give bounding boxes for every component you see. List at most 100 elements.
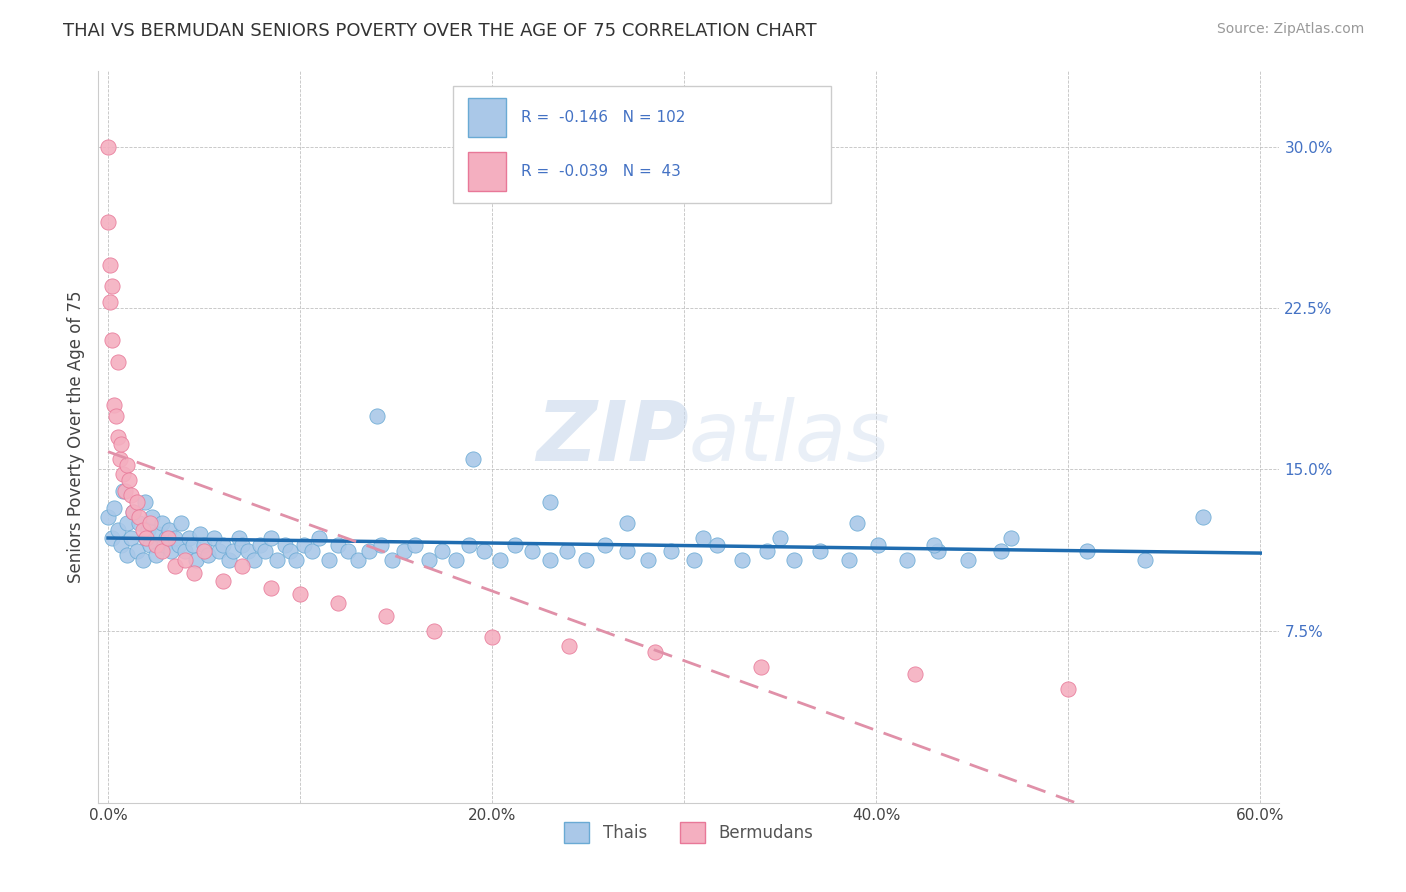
Y-axis label: Seniors Poverty Over the Age of 75: Seniors Poverty Over the Age of 75 — [66, 291, 84, 583]
Point — [228, 531, 250, 545]
Point — [404, 538, 426, 552]
Point — [558, 639, 581, 653]
Point — [292, 538, 315, 552]
Point — [155, 531, 177, 545]
Point — [266, 552, 288, 566]
Point — [927, 544, 949, 558]
Point — [418, 552, 440, 566]
Point — [134, 494, 156, 508]
Point — [1133, 552, 1156, 566]
Point — [141, 509, 163, 524]
Point — [115, 549, 138, 563]
Point — [118, 473, 141, 487]
Point — [238, 544, 260, 558]
Point — [138, 523, 160, 537]
Point — [103, 398, 125, 412]
Point — [328, 596, 350, 610]
Point — [423, 624, 446, 638]
Point — [990, 544, 1012, 558]
Point — [318, 552, 340, 566]
Point — [231, 559, 253, 574]
Point — [474, 544, 496, 558]
Point — [125, 494, 148, 508]
Point — [152, 538, 174, 552]
Point — [375, 608, 398, 623]
Point — [170, 516, 193, 530]
Text: ZIP: ZIP — [536, 397, 689, 477]
Point — [181, 538, 204, 552]
Point — [782, 552, 804, 566]
Point — [208, 544, 231, 558]
Point — [731, 552, 754, 566]
Point — [260, 531, 283, 545]
Point — [146, 527, 169, 541]
Point — [167, 538, 190, 552]
Point — [165, 559, 187, 574]
Point — [193, 544, 215, 558]
Point — [458, 538, 481, 552]
Point — [98, 258, 121, 272]
Point — [575, 552, 598, 566]
Point — [222, 544, 245, 558]
Point — [838, 552, 860, 566]
Point — [1057, 681, 1080, 696]
Point — [122, 505, 145, 519]
Point — [103, 501, 125, 516]
Point — [97, 509, 120, 524]
Point — [769, 531, 792, 545]
Point — [197, 549, 219, 563]
Point — [659, 544, 682, 558]
Point — [107, 523, 129, 537]
Point — [177, 531, 200, 545]
Point — [108, 451, 131, 466]
Point — [273, 538, 295, 552]
Point — [173, 552, 195, 566]
Point — [188, 527, 211, 541]
Point — [868, 538, 890, 552]
Point — [115, 516, 138, 530]
Point — [755, 544, 778, 558]
Point — [346, 552, 368, 566]
Point — [538, 552, 561, 566]
Point — [193, 538, 215, 552]
Text: atlas: atlas — [689, 397, 890, 477]
Point — [392, 544, 415, 558]
Point — [644, 645, 666, 659]
Point — [218, 552, 240, 566]
Point — [110, 538, 132, 552]
Point — [202, 531, 225, 545]
Point — [243, 552, 266, 566]
Point — [381, 552, 404, 566]
Point — [249, 538, 271, 552]
Point — [104, 409, 127, 423]
Point — [156, 531, 179, 545]
Point — [896, 552, 918, 566]
Point — [131, 552, 153, 566]
Point — [97, 139, 120, 153]
Point — [260, 581, 283, 595]
Point — [115, 458, 138, 472]
Point — [112, 483, 135, 498]
Point — [139, 538, 162, 552]
Point — [125, 544, 148, 558]
Point — [120, 531, 142, 545]
Point — [637, 552, 659, 566]
Point — [522, 544, 544, 558]
Point — [903, 666, 925, 681]
Point — [150, 544, 173, 558]
Point — [481, 630, 503, 644]
Point — [922, 538, 945, 552]
Point — [366, 409, 388, 423]
Point — [692, 531, 714, 545]
Point — [301, 544, 323, 558]
Point — [288, 587, 311, 601]
Point — [359, 544, 381, 558]
Point — [595, 538, 617, 552]
Point — [122, 505, 145, 519]
Point — [150, 516, 173, 530]
Point — [101, 279, 124, 293]
Point — [159, 523, 181, 537]
Point — [538, 494, 561, 508]
Point — [280, 544, 302, 558]
Point — [131, 523, 153, 537]
